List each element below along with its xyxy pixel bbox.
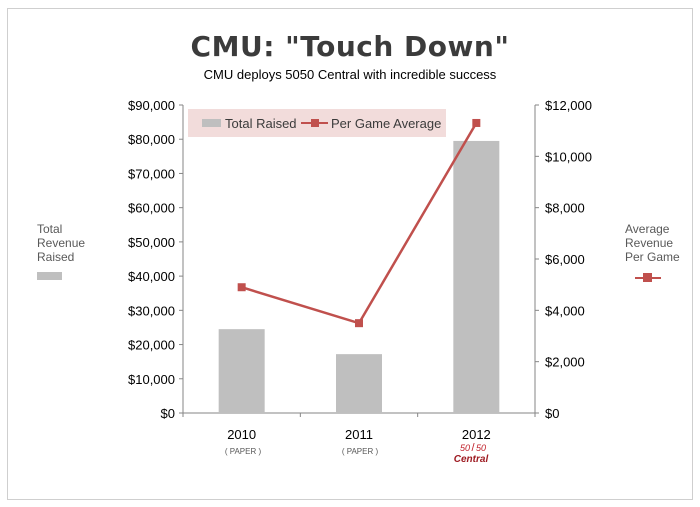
left-tick-label: $40,000 xyxy=(128,269,175,284)
category-note-2010: ( PAPER ) xyxy=(224,447,262,456)
right-tick-label: $8,000 xyxy=(545,201,585,216)
right-tick-label: $10,000 xyxy=(545,149,592,164)
left-axis-title-line: Total xyxy=(37,222,63,236)
series-line-per-game-average xyxy=(241,122,478,325)
point-per-game-average xyxy=(472,118,481,127)
legend-marker-swatch xyxy=(311,119,319,127)
right-axis-title-line: Average xyxy=(625,222,670,236)
category-note-2011: ( PAPER ) xyxy=(341,447,379,456)
logo-text-50b: 50 xyxy=(476,443,486,453)
left-tick-label: $80,000 xyxy=(128,132,175,147)
bar-total-raised xyxy=(453,140,500,413)
point-per-game-average xyxy=(355,319,363,328)
x-tick-label: 2010 xyxy=(227,427,256,442)
left-tick-label: $0 xyxy=(161,406,175,421)
right-tick-label: $0 xyxy=(545,406,559,421)
left-tick-label: $90,000 xyxy=(128,98,175,113)
chart-subtitle: CMU deploys 5050 Central with incredible… xyxy=(203,67,497,82)
left-axis-title-line: Raised xyxy=(37,250,75,264)
point-per-game-average xyxy=(237,283,246,292)
left-axis-title-line: Revenue xyxy=(37,236,86,250)
x-tick-label: 2011 xyxy=(345,427,373,442)
left-tick-label: $50,000 xyxy=(128,235,175,250)
5050-central-logo: 50 / 50 Central xyxy=(454,442,489,465)
legend-bar-swatch xyxy=(202,119,221,127)
left-axis-title: Total Revenue Raised xyxy=(37,222,85,280)
right-axis-title: Average Revenue Per Game xyxy=(625,222,680,284)
right-tick-label: $12,000 xyxy=(545,98,592,113)
x-tick-label: 2012 xyxy=(462,427,491,442)
legend-label-per-game-average: Per Game Average xyxy=(331,116,441,131)
line-swatch-icon xyxy=(635,272,661,284)
logo-text-central: Central xyxy=(454,454,489,465)
right-tick-label: $2,000 xyxy=(545,355,585,370)
legend-label-total-raised: Total Raised xyxy=(225,116,297,131)
logo-slash: / xyxy=(471,442,475,454)
left-tick-label: $30,000 xyxy=(128,303,175,318)
right-tick-label: $6,000 xyxy=(545,252,585,267)
right-tick-label: $4,000 xyxy=(545,303,585,318)
left-tick-label: $10,000 xyxy=(128,372,175,387)
right-axis-title-line: Per Game xyxy=(625,250,680,264)
bar-total-raised xyxy=(218,329,265,413)
right-axis-title-line: Revenue xyxy=(625,236,674,250)
left-tick-label: $70,000 xyxy=(128,166,175,181)
logo-text-50: 50 xyxy=(460,443,470,453)
left-tick-label: $20,000 xyxy=(128,338,175,353)
left-tick-label: $60,000 xyxy=(128,201,175,216)
bar-total-raised xyxy=(336,354,382,413)
chart-frame xyxy=(7,8,693,500)
chart-title: CMU: "Touch Down" xyxy=(190,30,510,63)
bar-swatch-icon xyxy=(37,272,62,280)
